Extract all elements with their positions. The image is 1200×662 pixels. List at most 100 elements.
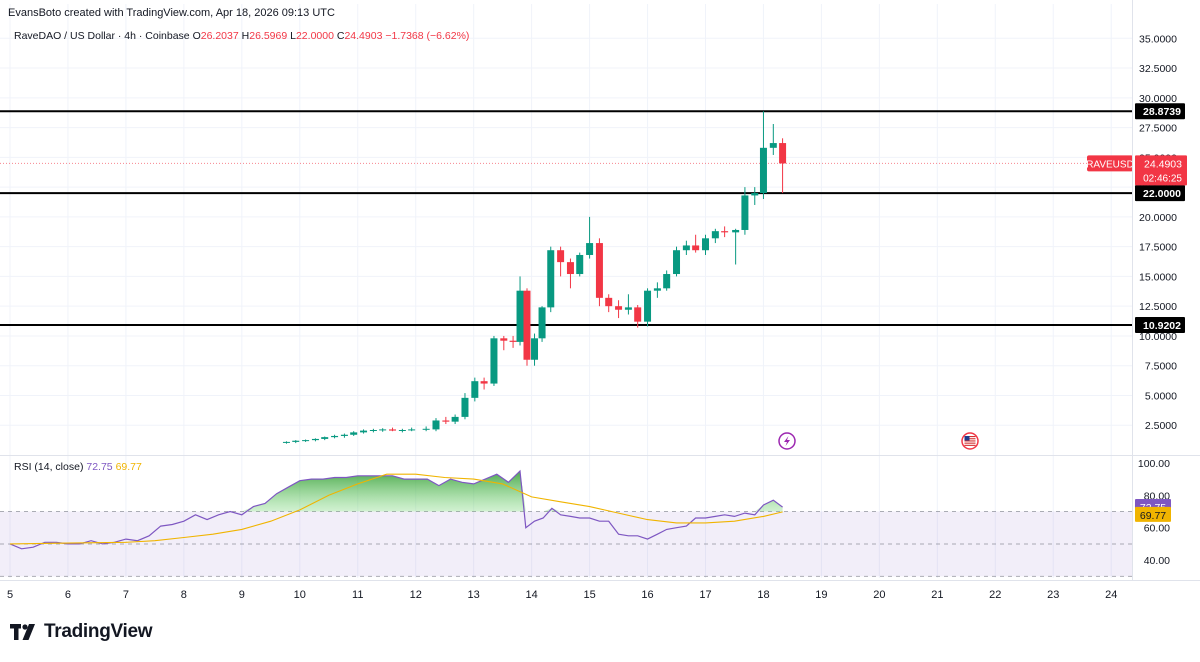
lightning-icon-bolt [784,436,790,446]
candle-down [605,297,613,307]
rsi-ma-badge-label: 69.77 [1140,510,1166,522]
symbol-badge-label: RAVEUSD [1086,159,1134,170]
candle-up [360,430,368,433]
created-by-text: EvansBoto created with TradingView.com, … [8,7,335,19]
rsi-legend: RSI (14, close) 72.75 69.77 [14,461,142,473]
time-tick-label: 13 [468,589,480,601]
level-price-label: 28.8739 [1143,106,1181,118]
rsi-overbought-fill [10,471,783,512]
events-layer [778,432,979,450]
symbol-badge [1087,155,1133,172]
candle-down [779,143,787,164]
lightning-event-icon[interactable] [778,432,796,450]
price-tick-label: 27.5000 [1139,123,1177,135]
rsi-value: 72.75 [86,461,113,473]
time-tick-label: 23 [1047,589,1059,601]
candle-up [331,435,339,438]
candle-up [340,434,348,436]
rsi-tick-label: 60.00 [1144,523,1170,535]
change-value: −1.7368 (−6.62%) [385,30,470,42]
close-label: C [336,30,345,42]
candle-down [692,245,700,251]
time-tick-label: 19 [815,589,827,601]
candle-down [509,340,517,342]
time-tick-label: 20 [873,589,885,601]
level-price-badge [1135,103,1185,120]
time-tick-label: 16 [641,589,653,601]
candle-up [576,254,584,275]
price-tick-label: 20.0000 [1139,212,1177,224]
candle-down [500,338,508,341]
time-tick-label: 22 [989,589,1001,601]
price-tick-label: 7.5000 [1145,361,1177,373]
flag-stripe [964,444,976,446]
flag-stripe [964,438,976,440]
candles-layer [282,111,787,444]
time-tick-label: 12 [410,589,422,601]
candle-up [292,440,300,442]
time-tick-label: 6 [65,589,71,601]
time-tick-label: 5 [7,589,13,601]
time-tick-label: 11 [352,589,363,601]
price-tick-label: 17.5000 [1139,242,1177,254]
open-label: O [192,30,201,42]
candle-down [523,290,531,360]
axis-layer: 5 6 7 8 9 10 11 12 13 14 15 16 17 18 19 20 21 22 23 24 2.500… [7,33,1187,601]
candle-up [471,381,479,398]
price-tick-label: 10.0000 [1139,331,1177,343]
high-label: H [241,30,250,42]
time-tick-label: 9 [239,589,245,601]
candle-down [595,243,603,298]
time-tick-label: 15 [583,589,595,601]
time-tick-label: 17 [699,589,711,601]
rsi-tick-label: 40.00 [1144,555,1170,567]
time-tick-label: 21 [931,589,943,601]
candle-up [751,193,759,196]
symbol-legend: RaveDAO / US Dollar · 4h · Coinbase O26.… [14,30,469,42]
rsi-tick-label: 100.00 [1138,458,1170,470]
level-price-label: 22.0000 [1143,188,1181,200]
low-label: L [290,30,296,42]
price-tick-label: 2.5000 [1145,420,1177,432]
candle-down [442,420,450,422]
flag-stripe [964,440,976,442]
candle-up [369,429,377,431]
us-flag-event-icon[interactable] [961,432,979,450]
candle-up [759,147,767,194]
candle-up [282,441,290,443]
candle-up [321,437,329,439]
grid-layer [0,4,1132,578]
time-tick-label: 8 [181,589,187,601]
tradingview-logo-icon [10,624,35,640]
candle-up [538,307,546,339]
candle-up [653,288,661,291]
candle-up [379,429,387,431]
horizontal-levels [0,110,1132,326]
candle-up [516,290,524,342]
last-price-badge [1135,155,1187,186]
candle-up [644,290,652,322]
candle-up [711,231,719,239]
candle-down [721,231,729,233]
candle-down [634,307,642,322]
candle-up [451,416,459,422]
candle-up [531,338,539,360]
price-tick-label: 30.0000 [1139,93,1177,105]
last-price-label: 24.4903 [1144,158,1182,170]
flag-canton [964,436,970,441]
level-price-badge [1135,185,1185,202]
flag-stripe [964,442,976,444]
candle-up [350,432,358,435]
candle-up [422,428,430,430]
rsi-ma-line [9,473,783,545]
level-price-badge [1135,316,1185,333]
candle-down [480,381,488,384]
tradingview-logo[interactable]: TradingView [10,620,153,644]
candle-up [302,440,310,442]
candle-up [432,420,440,430]
candle-up [311,438,319,441]
candle-up [769,143,777,148]
candle-up [461,397,469,417]
